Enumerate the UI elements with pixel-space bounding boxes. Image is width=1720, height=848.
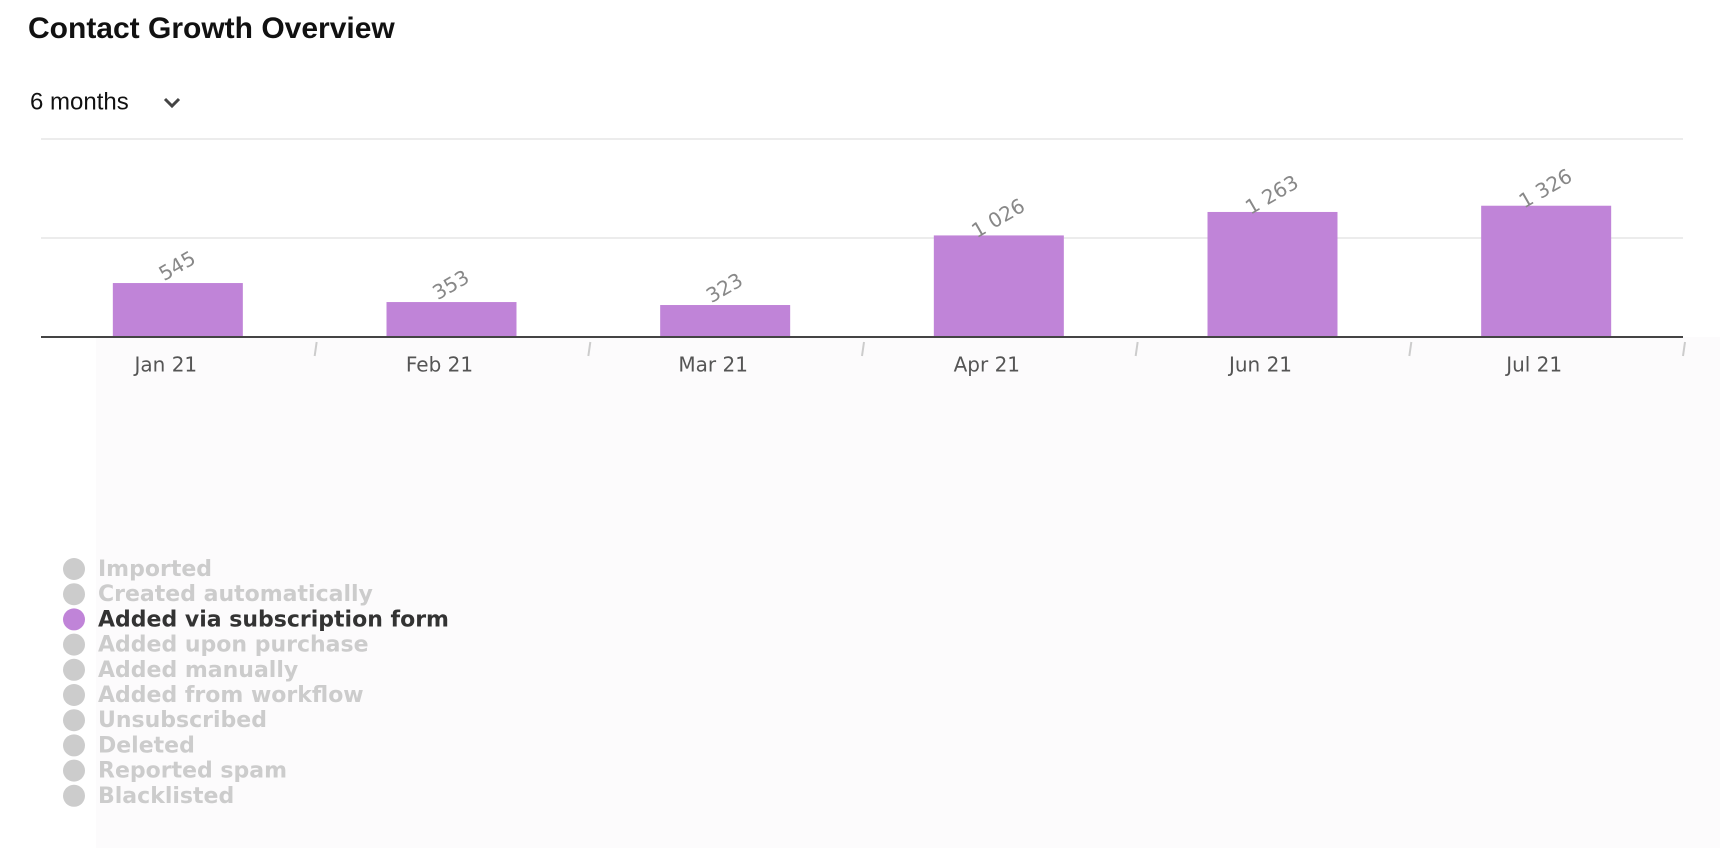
value-label: 1 026 — [967, 193, 1029, 242]
legend-marker — [63, 684, 85, 706]
legend-label[interactable]: Unsubscribed — [98, 708, 267, 733]
chart-title: Contact Growth Overview — [28, 12, 395, 45]
value-label: 1 326 — [1515, 164, 1577, 213]
legend-label[interactable]: Added from workflow — [98, 683, 364, 708]
x-tick-separator — [1408, 341, 1413, 357]
bar — [386, 302, 517, 337]
value-label: 353 — [428, 265, 473, 305]
legend-label[interactable]: Added via subscription form — [98, 607, 449, 632]
x-tick-label: Mar 21 — [678, 353, 748, 377]
value-label: 323 — [702, 268, 747, 308]
x-tick-separator — [587, 341, 592, 357]
x-tick-separator — [313, 341, 318, 357]
x-tick-separator — [1134, 341, 1139, 357]
x-tick-label: Jan 21 — [133, 353, 198, 377]
value-label: 545 — [155, 246, 200, 286]
legend-marker — [63, 658, 85, 681]
bar — [660, 305, 791, 337]
legend-marker — [63, 734, 85, 757]
x-tick-label: Apr 21 — [954, 353, 1020, 377]
x-tick-label: Jul 21 — [1504, 353, 1562, 377]
legend-label[interactable]: Created automatically — [98, 582, 373, 607]
legend-marker — [63, 784, 85, 807]
legend-label[interactable]: Imported — [98, 557, 212, 582]
period-label[interactable]: 6 months — [30, 88, 129, 115]
legend-label[interactable]: Reported spam — [98, 759, 287, 784]
x-tick-separator — [1682, 341, 1686, 357]
legend-label[interactable]: Added upon purchase — [98, 633, 369, 658]
dropdown-chevron[interactable] — [163, 97, 181, 109]
x-tick-label: Jun 21 — [1227, 353, 1292, 377]
period-dropdown[interactable]: 6 months — [30, 88, 181, 115]
bar — [1207, 211, 1338, 337]
legend-label[interactable]: Deleted — [98, 733, 195, 758]
x-tick-label: Feb 21 — [406, 353, 473, 377]
legend-marker — [63, 558, 85, 580]
legend-marker — [63, 608, 85, 631]
legend-marker — [63, 709, 85, 732]
legend-label[interactable]: Added manually — [98, 658, 298, 683]
x-tick-separator — [861, 341, 865, 357]
legend-marker — [63, 759, 85, 782]
bar — [933, 235, 1064, 337]
legend-marker — [63, 583, 85, 606]
value-label: 1 263 — [1241, 170, 1303, 219]
chart-background — [96, 337, 1720, 848]
bar — [112, 283, 243, 337]
legend-label[interactable]: Blacklisted — [98, 784, 234, 809]
bar — [1481, 205, 1612, 337]
legend-marker — [63, 633, 85, 656]
